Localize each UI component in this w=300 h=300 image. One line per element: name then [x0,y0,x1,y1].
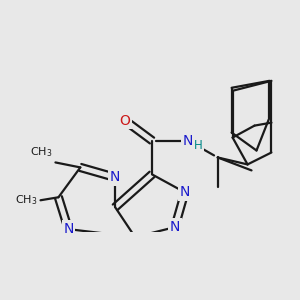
Text: N: N [183,134,193,148]
Text: H: H [194,140,203,152]
Text: N: N [110,170,120,184]
Text: N: N [180,185,190,199]
Text: CH$_3$: CH$_3$ [30,146,52,160]
Text: N: N [170,220,180,234]
Text: CH$_3$: CH$_3$ [15,194,38,207]
Text: O: O [120,114,130,128]
Text: N: N [63,222,74,236]
